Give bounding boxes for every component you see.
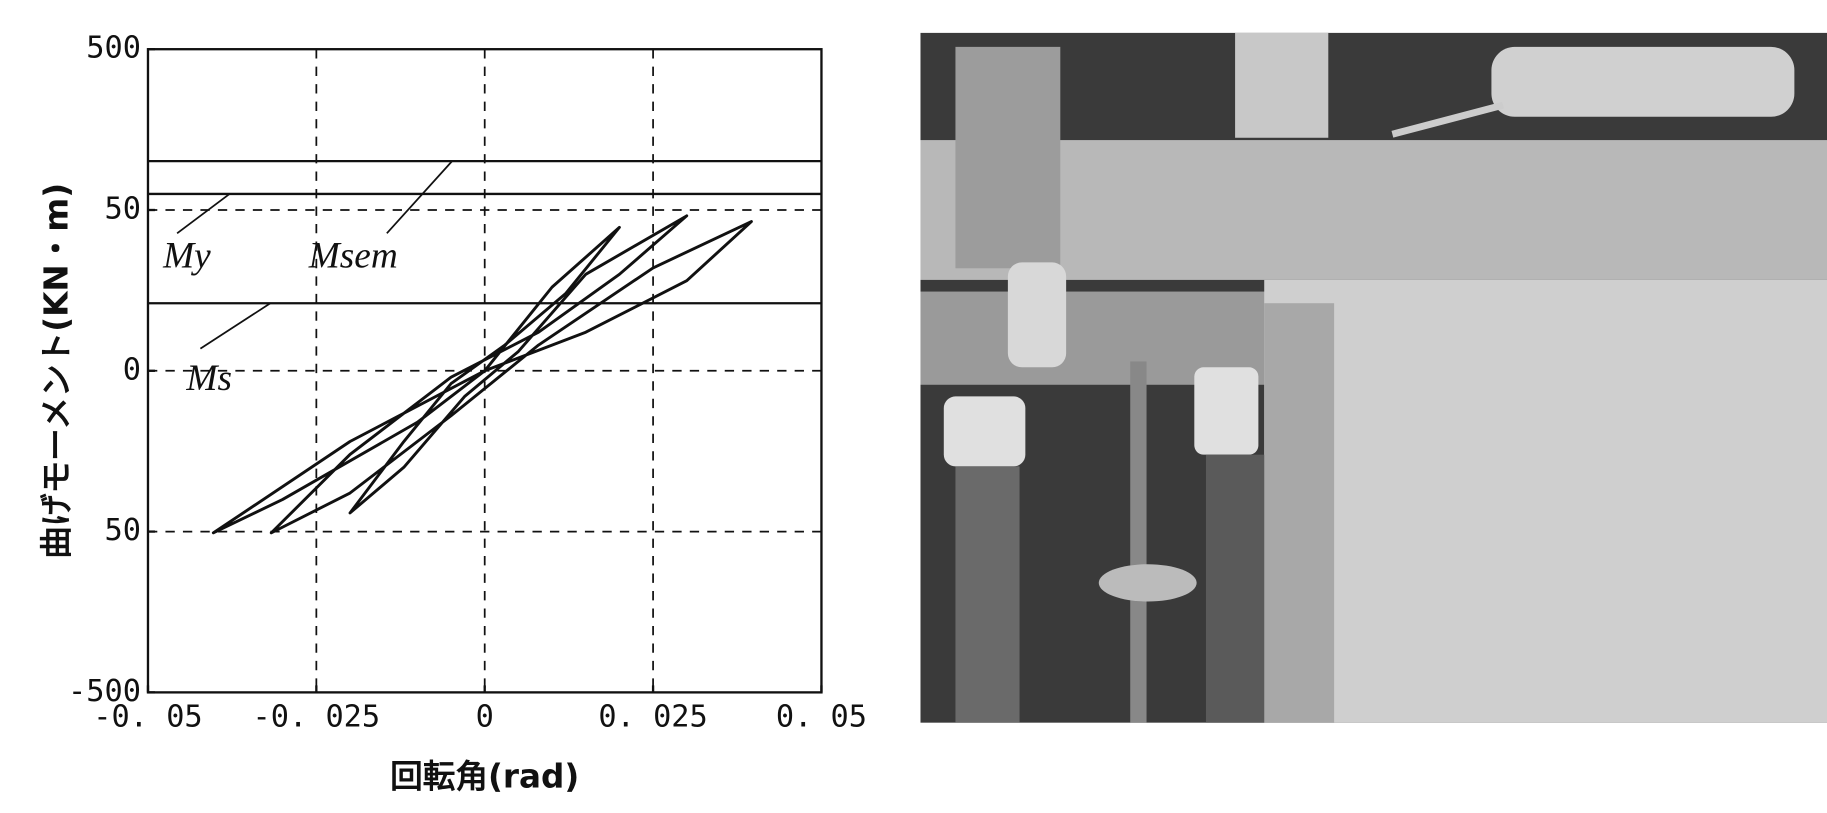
x-tick-label: -0. 05 (93, 700, 202, 735)
y-tick-label: 0 (123, 352, 141, 387)
y-tick-label: 50 (105, 513, 141, 548)
reference-label: Msem (308, 235, 398, 276)
figure: 回転角(rad) 曲げモーメント(KN・m) 50050050-500-0. 0… (0, 0, 1827, 808)
hysteresis-curve (213, 216, 751, 533)
label-pointer (177, 194, 229, 233)
photo (920, 33, 1827, 723)
label-pointer (387, 161, 452, 233)
x-tick-label: 0. 05 (776, 700, 867, 735)
label-pointer (200, 303, 270, 348)
y-axis-label: 曲げモーメント(KN・m) (37, 183, 75, 559)
x-tick-label: 0 (476, 700, 494, 735)
x-axis-label: 回転角(rad) (390, 758, 579, 796)
x-tick-label: -0. 025 (253, 700, 381, 735)
y-tick-label: 500 (86, 31, 141, 66)
page: 回転角(rad) 曲げモーメント(KN・m) 50050050-500-0. 0… (0, 0, 1827, 808)
x-tick-label: 0. 025 (598, 700, 707, 735)
reference-label: Ms (185, 358, 232, 399)
reference-label: My (162, 235, 211, 276)
y-tick-label: 50 (105, 191, 141, 226)
